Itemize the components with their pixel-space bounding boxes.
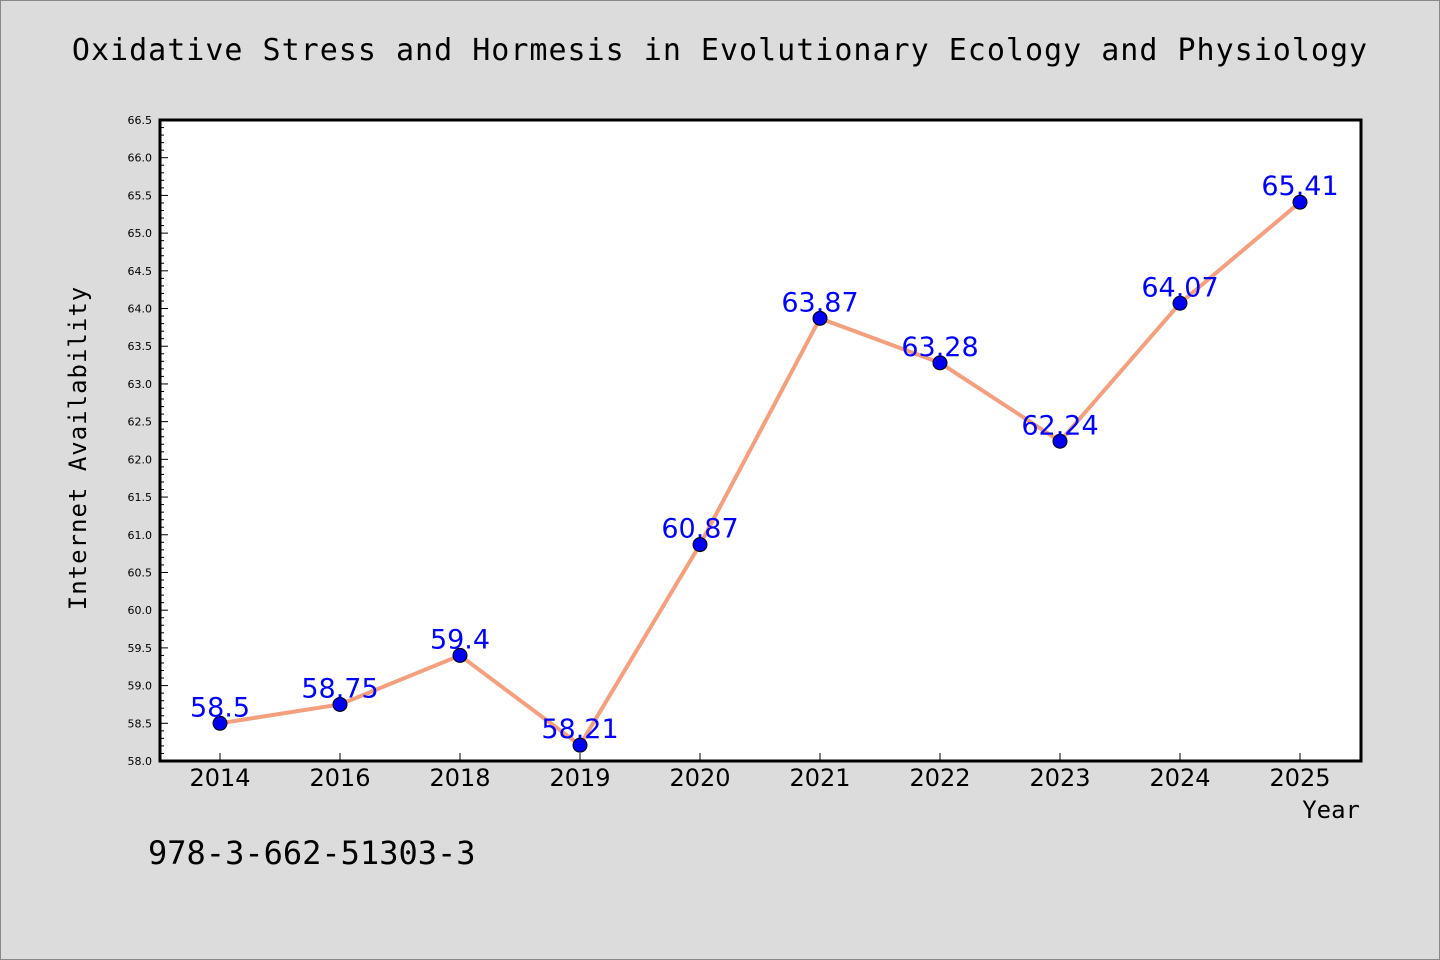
data-label: 64.07 (1141, 272, 1218, 303)
x-axis-label: Year (1302, 796, 1360, 824)
data-label: 65.41 (1261, 171, 1338, 202)
data-label: 62.24 (1021, 410, 1098, 441)
y-tick-label: 66.5 (128, 114, 153, 127)
plot-background (160, 120, 1361, 761)
data-point (812, 310, 828, 326)
y-tick-label: 64.0 (128, 303, 153, 316)
x-tick-label: 2020 (669, 764, 730, 792)
y-tick-label: 63.5 (128, 340, 153, 353)
y-tick-label: 62.0 (128, 453, 153, 466)
x-tick-label: 2025 (1269, 764, 1330, 792)
y-tick-label: 66.0 (128, 152, 153, 165)
x-tick-label: 2021 (789, 764, 850, 792)
y-tick-label: 60.0 (128, 604, 153, 617)
x-tick-label: 2016 (309, 764, 370, 792)
data-point (1172, 295, 1188, 311)
x-tick-label: 2024 (1149, 764, 1210, 792)
series-group: 58.5 58.75 59.4 58.21 60.87 63.87 63.28 62.24 64… (190, 171, 1339, 753)
data-label: 58.21 (541, 714, 618, 745)
y-tick-label: 65.5 (128, 189, 153, 202)
data-point (1052, 433, 1068, 449)
y-tick-label: 58.5 (128, 717, 153, 730)
x-tick-label: 2019 (549, 764, 610, 792)
y-tick-label: 63.0 (128, 378, 153, 391)
y-tick-label: 65.0 (128, 227, 153, 240)
data-label: 59.4 (430, 624, 490, 655)
y-tick-label: 59.5 (128, 642, 153, 655)
series-line (219, 200, 1302, 748)
data-label: 58.5 (190, 692, 250, 723)
data-point (212, 715, 228, 731)
y-tick-label: 61.5 (128, 491, 153, 504)
data-point (572, 737, 588, 753)
x-tick-label: 2022 (909, 764, 970, 792)
data-label: 60.87 (661, 514, 738, 545)
y-tick-label: 60.5 (128, 566, 153, 579)
data-point (692, 537, 708, 553)
y-tick-label: 61.0 (128, 529, 153, 542)
data-point (1292, 194, 1308, 210)
data-label: 63.28 (901, 332, 978, 363)
y-tick-label: 59.0 (128, 680, 153, 693)
x-tick-label: 2014 (189, 764, 250, 792)
plot-border (158, 118, 1363, 763)
data-point (332, 696, 348, 712)
y-tick-label: 62.5 (128, 416, 153, 429)
data-label: 58.75 (301, 673, 378, 704)
x-tick-label: 2023 (1029, 764, 1090, 792)
x-tick-label: 2018 (429, 764, 490, 792)
y-tick-label: 58.0 (128, 755, 153, 768)
chart-title: Oxidative Stress and Hormesis in Evoluti… (71, 33, 1369, 68)
data-label: 63.87 (781, 287, 858, 318)
isbn-text: 978-3-662-51303-3 (148, 834, 476, 872)
x-axis-ticks: 2014 2016 2018 2019 2020 2021 2022 2023 2024 2025 (189, 753, 1331, 792)
data-point (932, 355, 948, 371)
data-point (452, 647, 468, 663)
y-tick-label: 64.5 (128, 265, 153, 278)
